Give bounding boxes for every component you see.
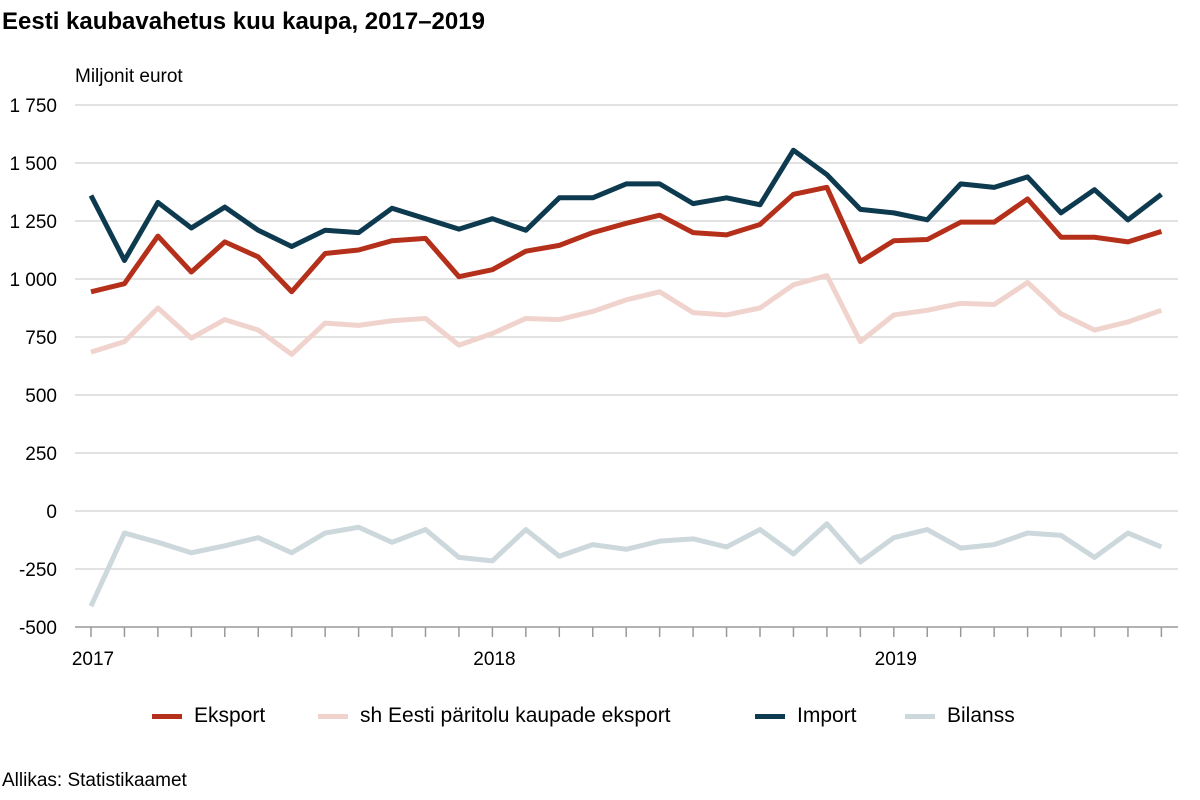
- x-tick-label: 2017: [72, 649, 114, 670]
- series-line-eksport: [90, 184, 1163, 295]
- y-axis-label: Miljonit eurot: [75, 66, 183, 87]
- legend-label: sh Eesti päritolu kaupade eksport: [360, 704, 671, 727]
- legend-swatch: [755, 713, 785, 719]
- chart-title: Eesti kaubavahetus kuu kaupa, 2017–2019: [2, 8, 485, 35]
- series-line-sh-eesti-p-ritolu-kaupade-eksport: [90, 273, 1163, 357]
- y-tick-label: 250: [25, 444, 57, 465]
- source-note: Allikas: Statistikaamet: [2, 770, 187, 791]
- y-tick-label: 1 000: [9, 270, 57, 291]
- legend-swatch: [318, 713, 348, 719]
- y-tick-label: 500: [25, 386, 57, 407]
- legend-label: Import: [797, 704, 857, 727]
- y-tick-label: 1 750: [9, 96, 57, 117]
- legend-label: Eksport: [194, 704, 266, 727]
- legend-item: Import: [755, 704, 857, 728]
- y-tick-label: 0: [46, 502, 57, 523]
- legend-item: sh Eesti päritolu kaupade eksport: [318, 704, 671, 728]
- y-tick-label: -500: [19, 618, 57, 639]
- series-line-bilanss: [88, 521, 1163, 608]
- legend-swatch: [152, 713, 182, 719]
- y-tick-label: 750: [25, 328, 57, 349]
- legend-item: Eksport: [152, 704, 265, 728]
- x-tick-label: 2019: [875, 649, 917, 670]
- legend-label: Bilanss: [947, 704, 1015, 727]
- legend-item: Bilanss: [905, 704, 1015, 728]
- series-line-import: [88, 147, 1163, 263]
- y-tick-label: 1 250: [9, 212, 57, 233]
- x-tick-label: 2018: [473, 649, 515, 670]
- legend: Eksport sh Eesti päritolu kaupade eksport…: [0, 704, 1200, 734]
- y-tick-label: -250: [19, 560, 57, 581]
- legend-swatch: [905, 713, 935, 719]
- y-tick-label: 1 500: [9, 154, 57, 175]
